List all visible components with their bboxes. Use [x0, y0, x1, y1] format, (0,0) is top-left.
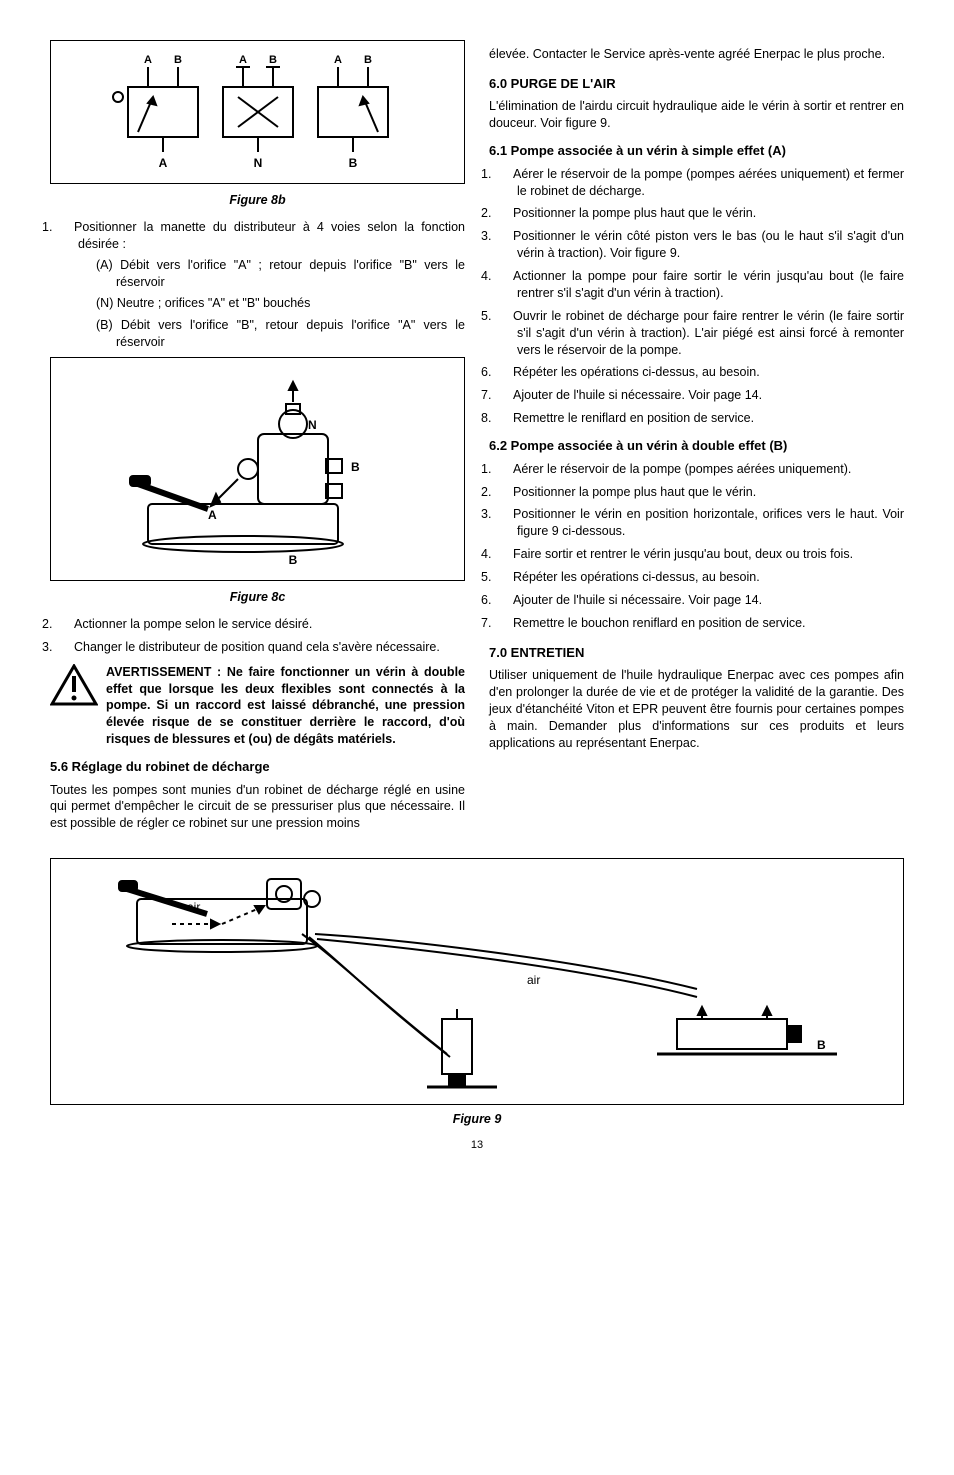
svg-text:B: B — [348, 156, 357, 170]
sec-6-0-body: L'élimination de l'airdu circuit hydraul… — [489, 98, 904, 132]
sec-6-2-title: 6.2 Pompe associée à un vérin à double e… — [489, 437, 904, 455]
figure-8b-caption: Figure 8b — [50, 192, 465, 209]
s61-5: Ouvrir le robinet de décharge pour faire… — [513, 309, 904, 357]
svg-text:B: B — [288, 553, 297, 567]
s61-7: Ajouter de l'huile si nécessaire. Voir p… — [513, 388, 762, 402]
left-list-1: 1.Positionner la manette du distributeur… — [50, 219, 465, 351]
figure-9-svg: air air A B — [77, 869, 877, 1089]
svg-text:B: B — [269, 54, 277, 66]
svg-text:A: A — [158, 156, 167, 170]
left-list-2: 2.Actionner la pompe selon le service dé… — [50, 616, 465, 656]
s61-2: Positionner la pompe plus haut que le vé… — [513, 206, 756, 220]
svg-text:B: B — [817, 1038, 826, 1052]
left-step2: Actionner la pompe selon le service dési… — [74, 617, 312, 631]
svg-text:B: B — [351, 460, 360, 474]
figure-8c-caption: Figure 8c — [50, 589, 465, 606]
warning-text: AVERTISSEMENT : Ne faire fonctionner un … — [106, 664, 465, 748]
left-step1: Positionner la manette du distributeur à… — [74, 220, 465, 251]
sec-5-6-title: 5.6 Réglage du robinet de décharge — [50, 758, 465, 776]
warning-icon — [50, 664, 98, 706]
figure-8c-box: N B A B — [50, 357, 465, 581]
sec-6-1-title: 6.1 Pompe associée à un vérin à simple e… — [489, 142, 904, 160]
left-sub-n: (N) Neutre ; orifices "A" et "B" bouchés — [96, 295, 465, 312]
s61-1: Aérer le réservoir de la pompe (pompes a… — [513, 167, 904, 198]
right-continuation: élevée. Contacter le Service après-vente… — [489, 46, 904, 63]
sec-7-0-body: Utiliser uniquement de l'huile hydrauliq… — [489, 667, 904, 751]
svg-text:B: B — [174, 54, 182, 66]
fig9-air-label-1: air — [187, 900, 200, 914]
s62-7: Remettre le bouchon reniflard en positio… — [513, 616, 806, 630]
svg-text:N: N — [253, 156, 262, 170]
figure-9-caption: Figure 9 — [50, 1111, 904, 1128]
page-number: 13 — [50, 1138, 904, 1153]
s62-3: Positionner le vérin en position horizon… — [513, 507, 904, 538]
figure-8b-box: A B A B A B A N B — [50, 40, 465, 184]
s62-4: Faire sortir et rentrer le vérin jusqu'a… — [513, 547, 853, 561]
svg-text:B: B — [364, 54, 372, 66]
warning-block: AVERTISSEMENT : Ne faire fonctionner un … — [50, 664, 465, 748]
figure-8b-svg: A B A B A B A N B — [108, 47, 408, 177]
left-sub-b: (B) Débit vers l'orifice "B", retour dep… — [96, 317, 465, 351]
sec-7-0-title: 7.0 ENTRETIEN — [489, 644, 904, 662]
s62-1: Aérer le réservoir de la pompe (pompes a… — [513, 462, 851, 476]
s61-8: Remettre le reniflard en position de ser… — [513, 411, 754, 425]
s62-2: Positionner la pompe plus haut que le vé… — [513, 485, 756, 499]
sec-6-1-list: 1.Aérer le réservoir de la pompe (pompes… — [489, 166, 904, 427]
figure-8c-svg: N B A B — [108, 364, 408, 574]
svg-text:A: A — [453, 1071, 462, 1085]
s62-5: Répéter les opérations ci-dessus, au bes… — [513, 570, 760, 584]
s61-6: Répéter les opérations ci-dessus, au bes… — [513, 365, 760, 379]
left-step3: Changer le distributeur de position quan… — [74, 640, 440, 654]
sec-6-2-list: 1.Aérer le réservoir de la pompe (pompes… — [489, 461, 904, 632]
svg-text:A: A — [239, 54, 247, 66]
svg-text:N: N — [308, 418, 317, 432]
svg-text:A: A — [208, 508, 217, 522]
left-sub-a: (A) Débit vers l'orifice "A" ; retour de… — [96, 257, 465, 291]
svg-text:A: A — [334, 54, 342, 66]
sec-6-0-title: 6.0 PURGE DE L'AIR — [489, 75, 904, 93]
s61-4: Actionner la pompe pour faire sortir le … — [513, 269, 904, 300]
fig9-air-label-2: air — [527, 973, 540, 987]
sec-5-6-body: Toutes les pompes sont munies d'un robin… — [50, 782, 465, 833]
figure-9-box: air air A B — [50, 858, 904, 1105]
svg-text:A: A — [144, 54, 152, 66]
s62-6: Ajouter de l'huile si nécessaire. Voir p… — [513, 593, 762, 607]
s61-3: Positionner le vérin côté piston vers le… — [513, 229, 904, 260]
